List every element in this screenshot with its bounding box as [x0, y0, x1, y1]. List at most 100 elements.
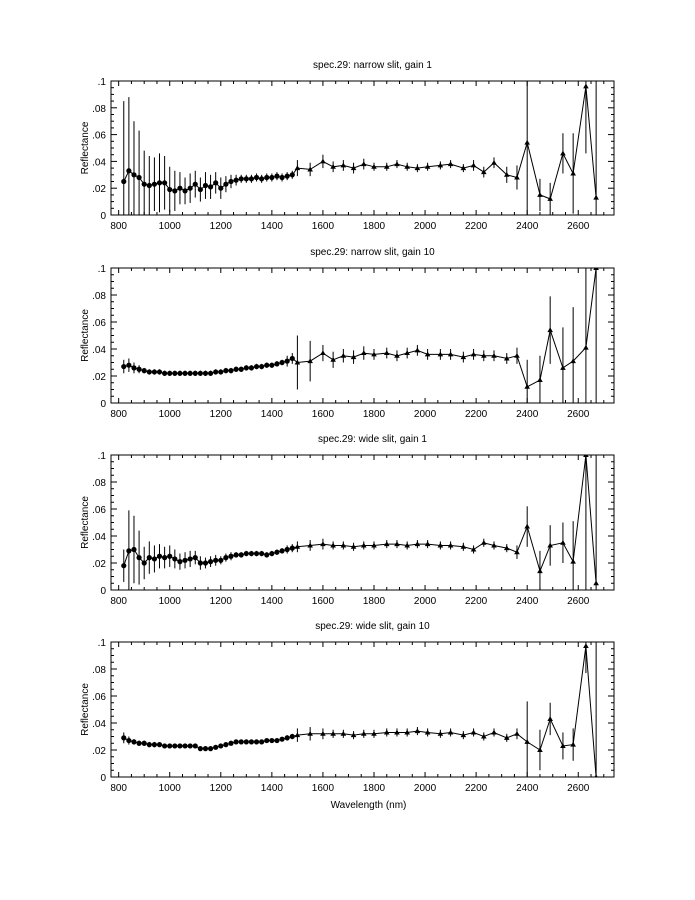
data-point — [307, 358, 313, 364]
data-point — [151, 556, 158, 562]
data-point — [253, 174, 260, 181]
chart-title: spec.29: narrow slit, gain 1 — [313, 60, 432, 71]
data-point — [383, 163, 390, 169]
data-point — [177, 185, 183, 191]
y-tick-label: .04 — [92, 532, 106, 543]
data-point — [514, 549, 520, 555]
x-tick-label: 1000 — [159, 783, 182, 794]
x-axis-label: Wavelength (nm) — [331, 800, 407, 811]
data-point — [146, 555, 152, 561]
data-point — [248, 176, 255, 182]
y-tick-label: .06 — [92, 318, 106, 329]
y-tick-label: .1 — [98, 451, 107, 462]
data-point — [480, 352, 487, 358]
data-point — [121, 563, 127, 569]
plot-frame — [110, 454, 615, 591]
data-point — [253, 739, 260, 745]
data-point — [383, 541, 390, 547]
x-tick-label: 1400 — [261, 783, 284, 794]
series-line — [123, 268, 597, 388]
x-tick-label: 2600 — [567, 409, 590, 420]
y-axis-label: Reflectance — [80, 309, 91, 362]
data-point — [503, 735, 510, 740]
data-point — [269, 362, 275, 368]
x-tick-label: 1000 — [159, 221, 182, 232]
data-point — [350, 732, 357, 738]
data-point — [330, 731, 336, 736]
data-point — [238, 552, 244, 558]
x-tick-label: 2000 — [414, 783, 437, 794]
data-point — [537, 568, 543, 574]
x-tick-label: 2200 — [465, 409, 488, 420]
data-point — [172, 556, 178, 562]
data-group — [121, 268, 599, 403]
data-point — [424, 729, 431, 735]
y-tick-label: .08 — [92, 665, 106, 676]
data-point — [593, 268, 599, 270]
data-point — [126, 548, 132, 554]
data-point — [156, 369, 163, 375]
data-point — [279, 174, 285, 181]
data-point — [307, 542, 313, 548]
x-tick-label: 1200 — [210, 409, 233, 420]
x-tick-label: 1800 — [363, 596, 386, 607]
data-group — [121, 81, 599, 215]
data-point — [274, 549, 280, 555]
data-point — [371, 542, 377, 548]
data-point — [470, 546, 477, 552]
data-point — [187, 185, 193, 191]
x-tick-label: 1200 — [210, 596, 233, 607]
data-point — [547, 196, 553, 201]
x-tick-label: 1600 — [312, 221, 335, 232]
data-point — [197, 370, 203, 376]
data-point — [560, 743, 566, 748]
data-point — [570, 558, 576, 564]
data-point — [228, 553, 234, 559]
data-point — [243, 739, 249, 745]
data-point — [269, 737, 275, 744]
y-tick-label: .02 — [92, 372, 106, 383]
data-point — [424, 541, 431, 547]
data-point — [213, 369, 219, 375]
data-point — [192, 555, 198, 561]
x-tick-label: 2400 — [516, 221, 539, 232]
data-point — [207, 184, 214, 190]
data-point — [350, 544, 357, 549]
data-point — [146, 742, 152, 748]
y-tick-label: 0 — [100, 773, 106, 784]
data-point — [524, 384, 530, 389]
data-point — [207, 559, 214, 565]
x-tick-label: 2000 — [414, 409, 437, 420]
data-point — [213, 744, 219, 750]
data-point — [583, 455, 589, 457]
data-point — [447, 542, 454, 548]
data-point — [570, 741, 576, 747]
data-point — [121, 178, 127, 185]
data-point — [136, 740, 142, 746]
data-point — [404, 729, 410, 735]
chart-panel-2: spec.29: narrow slit, gain 10 800 1000 1200… — [80, 247, 615, 420]
data-point — [248, 550, 255, 557]
data-point — [141, 560, 147, 566]
x-tick-label: 2200 — [465, 783, 488, 794]
y-tick-label: 0 — [100, 586, 106, 597]
data-point — [141, 740, 147, 746]
data-point — [233, 177, 239, 183]
x-tick-label: 2600 — [567, 221, 590, 232]
x-tick-label: 2000 — [414, 221, 437, 232]
data-group — [121, 642, 598, 777]
data-point — [289, 733, 295, 740]
data-point — [560, 365, 566, 370]
data-point — [289, 545, 295, 551]
data-point — [207, 370, 214, 376]
chart-panel-3: spec.29: wide slit, gain 1 800 1000 1200 140… — [80, 434, 615, 607]
data-point — [294, 359, 301, 365]
data-point — [228, 178, 234, 185]
data-point — [146, 369, 152, 375]
data-point — [460, 354, 467, 360]
data-point — [187, 370, 193, 376]
data-point — [404, 542, 410, 548]
data-point — [404, 350, 410, 356]
data-point — [394, 541, 400, 547]
